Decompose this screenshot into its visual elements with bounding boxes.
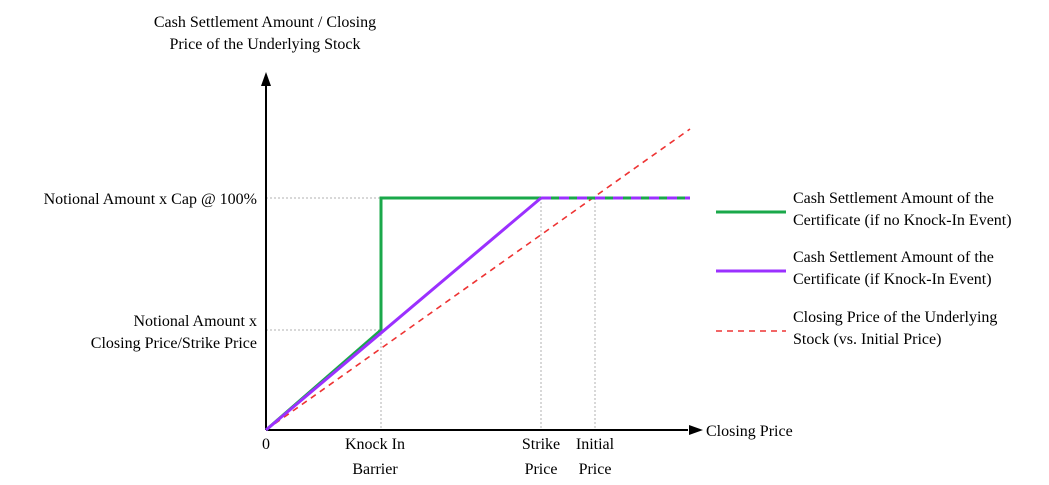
legend-label-underlying-line-1: Closing Price of the Underlying: [793, 309, 997, 326]
y-axis-arrowhead: [261, 72, 271, 86]
axes: [265, 86, 688, 431]
x-axis-arrowhead: [689, 425, 703, 435]
legend: Cash Settlement Amount of the Certificat…: [716, 190, 1012, 348]
x-tick-label-strike-line-1: Strike: [522, 436, 560, 453]
legend-label-knock-in-line-1: Cash Settlement Amount of the: [793, 249, 994, 266]
series-line-underlying: [265, 128, 691, 431]
x-tick-label-knock-in-line-2: Barrier: [352, 461, 398, 478]
y-axis-title-line-2: Price of the Underlying Stock: [169, 36, 360, 53]
x-axis-title: Closing Price: [706, 423, 793, 440]
origin-label: 0: [262, 436, 270, 453]
guide-lines: [266, 197, 690, 430]
series-line-knock-in: [265, 196, 542, 432]
x-tick-label-initial-line-1: Initial: [576, 436, 615, 453]
y-tick-label-knock-in-line-2: Closing Price/Strike Price: [91, 335, 257, 352]
y-tick-label-knock-in-line-1: Notional Amount x: [133, 313, 257, 330]
legend-label-no-knock-in-line-1: Cash Settlement Amount of the: [793, 190, 994, 207]
legend-label-underlying-line-2: Stock (vs. Initial Price): [793, 331, 941, 348]
legend-label-knock-in-line-2: Certificate (if Knock-In Event): [793, 271, 992, 288]
x-tick-label-knock-in-line-1: Knock In: [345, 436, 405, 453]
y-axis-title-line-1: Cash Settlement Amount / Closing: [154, 14, 376, 31]
x-tick-label-strike-line-2: Price: [525, 461, 558, 478]
legend-label-no-knock-in-line-2: Certificate (if no Knock-In Event): [793, 212, 1012, 229]
y-tick-label-cap: Notional Amount x Cap @ 100%: [44, 191, 257, 208]
x-tick-label-initial-line-2: Price: [579, 461, 612, 478]
